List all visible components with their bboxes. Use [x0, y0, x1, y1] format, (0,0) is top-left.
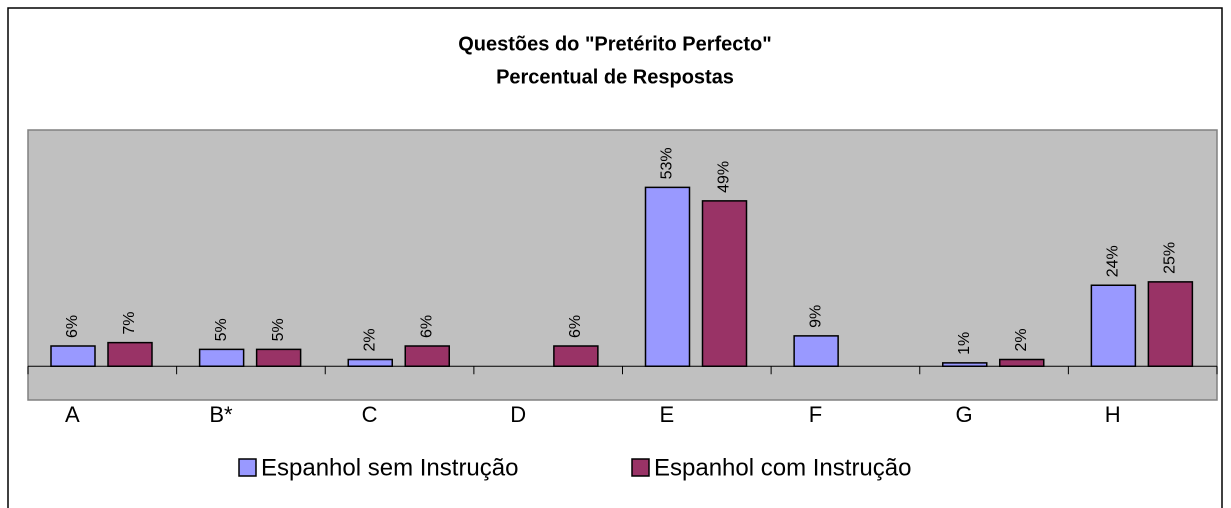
- bar: [553, 345, 599, 367]
- legend-swatch: [238, 458, 257, 477]
- x-tick-label: D: [510, 402, 526, 427]
- bar: [347, 358, 393, 367]
- x-tick-label: E: [659, 402, 674, 427]
- bar: [701, 200, 748, 367]
- bar: [50, 345, 96, 367]
- value-label: 5%: [270, 318, 287, 341]
- legend-label: Espanhol sem Instrução: [261, 454, 518, 481]
- value-label: 6%: [64, 315, 81, 338]
- bar: [198, 348, 245, 367]
- bar: [1090, 284, 1137, 367]
- value-label: 6%: [567, 315, 584, 338]
- value-label: 53%: [659, 147, 676, 179]
- legend-label: Espanhol com Instrução: [654, 454, 911, 481]
- value-label: 25%: [1162, 242, 1179, 274]
- bar: [255, 348, 302, 367]
- value-label: 9%: [807, 305, 824, 328]
- bar: [793, 335, 839, 367]
- x-tick-label: F: [809, 402, 822, 427]
- value-label: 49%: [716, 161, 733, 193]
- value-label: 1%: [956, 332, 973, 355]
- bar: [999, 358, 1045, 367]
- bar: [644, 186, 691, 367]
- bar: [107, 341, 153, 367]
- x-tick-label: C: [362, 402, 378, 427]
- value-label: 24%: [1105, 245, 1122, 277]
- bar: [404, 345, 450, 367]
- x-tick-label: A: [65, 402, 80, 427]
- value-label: 6%: [418, 315, 435, 338]
- x-tick-label: G: [956, 402, 973, 427]
- value-label: 5%: [213, 318, 230, 341]
- bar: [942, 362, 988, 367]
- x-tick-label: B*: [209, 402, 233, 427]
- chart-title: Questões do "Pretérito Perfecto": [458, 33, 772, 55]
- bar: [1147, 281, 1194, 367]
- chart-subtitle: Percentual de Respostas: [496, 66, 734, 88]
- value-label: 2%: [1013, 328, 1030, 351]
- x-tick-label: H: [1105, 402, 1121, 427]
- value-label: 7%: [121, 312, 138, 335]
- value-label: 2%: [361, 328, 378, 351]
- legend-swatch: [631, 458, 650, 477]
